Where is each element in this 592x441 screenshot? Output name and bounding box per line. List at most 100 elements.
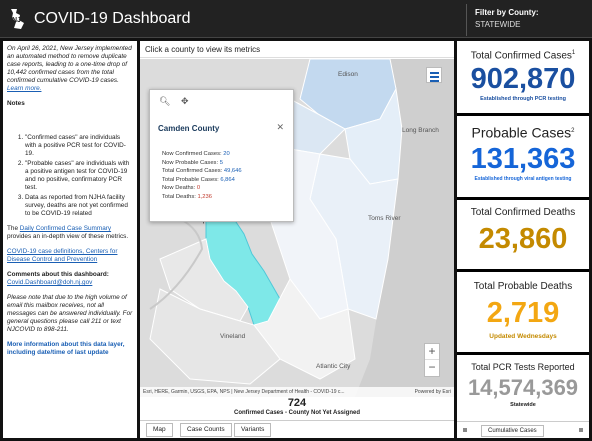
stat-title: Total Confirmed Cases1 xyxy=(457,41,589,62)
note-item: Data as reported from NJHA facility surv… xyxy=(25,194,133,218)
unassigned-label: Confirmed Cases - County Not Yet Assigne… xyxy=(233,410,361,416)
stat-subtitle: Updated Wednesdays xyxy=(489,333,557,340)
place-label: Edison xyxy=(338,71,358,78)
stat-title-text: Total Confirmed Cases xyxy=(470,50,572,62)
popup-row: Total Probable Cases: 6,864 xyxy=(162,176,242,185)
zoom-control: + − xyxy=(424,343,440,377)
filter-label: Filter by County: xyxy=(475,8,539,17)
stat-footnote: 2 xyxy=(571,128,575,134)
stat-value: 23,860 xyxy=(478,223,568,255)
more-info-link[interactable]: More information about this data layer, … xyxy=(7,341,125,356)
popup-row-label: Now Probable Cases: xyxy=(162,159,219,166)
zoom-out-button[interactable]: − xyxy=(428,360,436,374)
comments-block: Comments about this dashboard: Covid.Das… xyxy=(7,271,133,287)
popup-row-value: 1,236 xyxy=(197,193,212,200)
app-title: COVID-19 Dashboard xyxy=(34,10,191,27)
info-panel[interactable]: On April 26, 2021, New Jersey implemente… xyxy=(3,41,137,438)
stat-subtitle: Statewide xyxy=(510,402,536,408)
zoom-in-button[interactable]: + xyxy=(425,344,439,360)
stat-confirmed-deaths: Total Confirmed Deaths 23,860 xyxy=(457,200,589,269)
email-disclaimer: Please note that due to the high volume … xyxy=(7,294,133,333)
next-page-icon[interactable] xyxy=(579,428,583,432)
tab-cumulative-cases[interactable]: Cumulative Cases xyxy=(481,425,544,437)
note-item: "Confirmed cases" are individuals with a… xyxy=(25,134,133,158)
tab-variants[interactable]: Variants xyxy=(234,423,272,437)
stat-probable-deaths: Total Probable Deaths 2,719 Updated Wedn… xyxy=(457,272,589,352)
stat-title: Total Probable Deaths xyxy=(473,281,573,292)
powered-by-esri[interactable]: Powered by Esri xyxy=(414,389,451,395)
header-bar: NJ COVID-19 Dashboard Filter by County: … xyxy=(0,0,592,38)
stat-title: Total PCR Tests Reported xyxy=(471,362,575,372)
stat-title: Probable Cases2 xyxy=(457,116,589,142)
popup-row-label: Total Deaths: xyxy=(162,193,196,200)
dedup-notice-text: On April 26, 2021, New Jersey implemente… xyxy=(7,45,132,84)
place-label: Atlantic City xyxy=(316,363,351,370)
summary-text: The Daily Confirmed Case Summary provide… xyxy=(7,225,133,241)
stats-panel: Total Confirmed Cases1 902,870 Establish… xyxy=(457,41,589,438)
zoom-to-icon[interactable]: 🔍︎ xyxy=(159,96,171,106)
stat-title: Total Confirmed Deaths xyxy=(470,207,576,218)
popup-row-label: Now Deaths: xyxy=(162,185,196,191)
attribution-text: Esri, HERE, Garmin, USGS, EPA, NPS | New… xyxy=(143,389,345,395)
popup-row-label: Total Confirmed Cases: xyxy=(162,168,223,174)
learn-more-link[interactable]: Learn more. xyxy=(7,85,42,92)
county-cumberland[interactable] xyxy=(149,288,281,385)
popup-row-value: 5 xyxy=(219,159,223,166)
legend-list-icon[interactable] xyxy=(426,67,442,83)
popup-row: Total Deaths: 1,236 xyxy=(162,193,242,202)
map-tab-bar: Map Case Counts Variants xyxy=(140,420,454,438)
popup-row-value: 20 xyxy=(223,151,230,157)
popup-row-value: 49,646 xyxy=(223,168,242,174)
map-svg[interactable] xyxy=(140,59,454,397)
popup-row: Total Confirmed Cases: 49,646 xyxy=(162,167,242,176)
stat-probable-cases: Probable Cases2 131,363 Established thro… xyxy=(457,116,589,197)
place-label: Toms River xyxy=(368,215,401,222)
map-panel: Click a county to view its metrics xyxy=(140,41,454,438)
popup-body: Now Confirmed Cases: 20 Now Probable Cas… xyxy=(162,150,242,201)
popup-tools: 🔍︎ ✥ xyxy=(159,96,197,107)
county-popup: 🔍︎ ✥ Camden County ✕ Now Confirmed Cases… xyxy=(149,89,294,222)
notes-title: Notes xyxy=(7,100,25,107)
county-atlantic[interactable] xyxy=(253,278,356,380)
county-map[interactable]: Edison Long Branch Philadelphia Toms Riv… xyxy=(140,59,454,397)
stat-footnote: 1 xyxy=(571,50,576,56)
move-icon[interactable]: ✥ xyxy=(180,96,189,106)
tab-map[interactable]: Map xyxy=(146,423,173,437)
comments-label: Comments about this dashboard: xyxy=(7,271,109,278)
summary-suffix: provides an in-depth view of these metri… xyxy=(7,233,129,240)
daily-summary-link[interactable]: Daily Confirmed Case Summary xyxy=(19,225,112,232)
popup-row-value: 6,864 xyxy=(220,176,235,183)
tab-case-counts[interactable]: Case Counts xyxy=(180,423,232,437)
stat-value: 2,719 xyxy=(486,297,560,329)
summary-prefix: The xyxy=(7,225,19,232)
note-item: "Probable cases" are individuals with a … xyxy=(25,160,133,192)
map-attribution: Esri, HERE, Garmin, USGS, EPA, NPS | New… xyxy=(140,387,454,397)
stat-title-text: Probable Cases xyxy=(471,124,572,141)
county-gloucester[interactable] xyxy=(159,238,249,322)
dedup-notice: On April 26, 2021, New Jersey implemente… xyxy=(7,45,133,93)
stat-value: 14,574,369 xyxy=(467,375,579,400)
stat-pcr-tests: Total PCR Tests Reported 14,574,369 Stat… xyxy=(457,355,589,421)
filter-value[interactable]: STATEWIDE xyxy=(475,20,521,29)
stat-value: 902,870 xyxy=(470,63,576,96)
unassigned-count: 724 xyxy=(287,397,307,409)
popup-row: Now Probable Cases: 5 xyxy=(162,159,242,168)
popup-title: Camden County xyxy=(158,124,220,133)
popup-row-value: 0 xyxy=(196,185,201,191)
unassigned-cases: 724 Confirmed Cases - County Not Yet Ass… xyxy=(140,397,454,419)
place-label: Vineland xyxy=(220,333,246,340)
popup-row-label: Now Confirmed Cases: xyxy=(162,151,222,157)
svg-text:NJ: NJ xyxy=(12,17,21,24)
county-filter[interactable]: Filter by County: STATEWIDE xyxy=(466,4,592,36)
nj-logo-icon: NJ xyxy=(8,7,28,31)
comments-email-link[interactable]: Covid.Dashboard@doh.nj.gov xyxy=(7,279,93,286)
popup-row: Now Confirmed Cases: 20 xyxy=(162,150,242,159)
map-header: Click a county to view its metrics xyxy=(140,41,454,58)
prev-page-icon[interactable] xyxy=(463,428,467,432)
close-icon[interactable]: ✕ xyxy=(276,122,284,132)
popup-row: Now Deaths: 0 xyxy=(162,184,242,193)
stat-confirmed-cases: Total Confirmed Cases1 902,870 Establish… xyxy=(457,41,589,113)
case-definitions-link[interactable]: COVID-19 case definitions, Centers for D… xyxy=(7,248,118,263)
notes-list: "Confirmed cases" are individuals with a… xyxy=(7,134,133,218)
